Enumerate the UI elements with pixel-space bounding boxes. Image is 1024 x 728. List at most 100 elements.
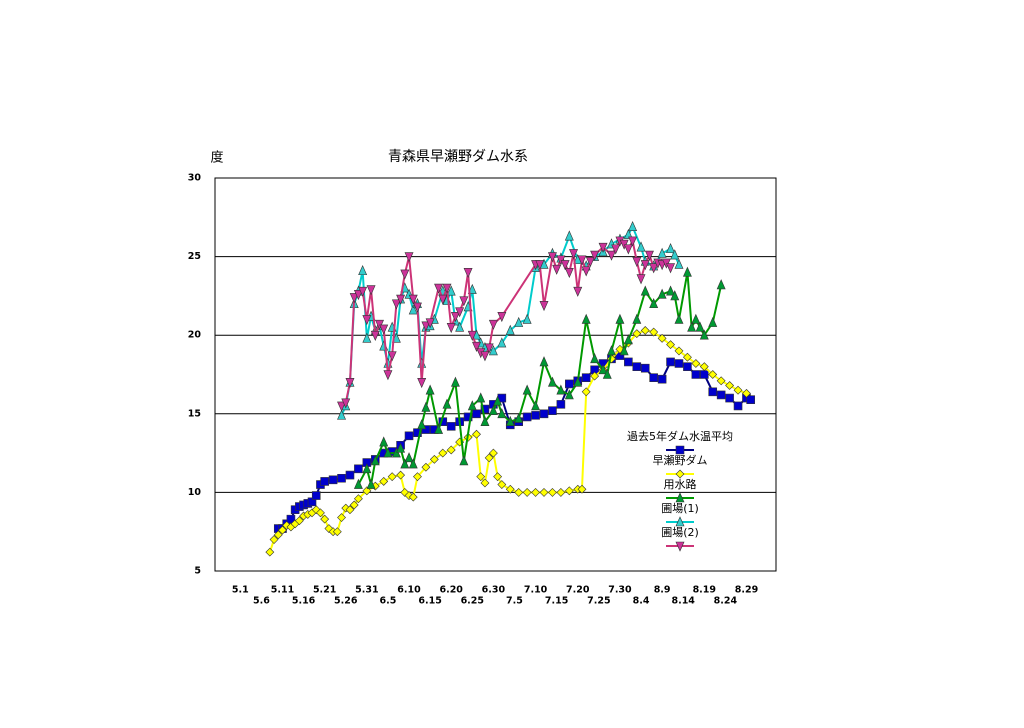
x-tick-label: 7.10: [524, 585, 548, 596]
marker: [514, 487, 524, 497]
marker: [564, 268, 574, 279]
marker: [611, 244, 621, 255]
marker: [434, 283, 444, 294]
marker: [396, 442, 406, 453]
marker: [345, 505, 355, 515]
x-tick-label: 5.1: [232, 585, 249, 596]
marker: [400, 269, 410, 280]
marker: [564, 389, 574, 400]
marker: [434, 423, 444, 434]
marker: [514, 412, 524, 423]
marker: [539, 356, 549, 367]
marker: [556, 487, 566, 497]
marker: [442, 398, 452, 409]
marker: [682, 352, 692, 362]
marker: [547, 376, 557, 387]
marker: [640, 326, 650, 335]
marker: [408, 492, 418, 502]
marker: [488, 319, 498, 330]
marker: [429, 454, 439, 464]
marker: [675, 469, 685, 479]
marker: [590, 250, 600, 261]
x-tick-label: 5.21: [313, 585, 336, 596]
marker: [640, 363, 650, 373]
marker: [446, 285, 456, 296]
marker: [675, 541, 685, 552]
marker: [716, 279, 726, 290]
marker: [670, 290, 680, 301]
marker: [708, 316, 718, 327]
marker: [640, 285, 650, 296]
marker: [446, 445, 456, 455]
x-tick-label: 5.31: [355, 585, 378, 596]
marker: [455, 307, 465, 318]
marker: [337, 513, 346, 522]
marker: [421, 321, 431, 332]
marker: [699, 370, 709, 379]
marker: [581, 373, 591, 382]
marker: [488, 448, 498, 458]
marker: [691, 313, 701, 324]
marker: [450, 376, 460, 387]
marker: [556, 384, 566, 395]
x-tick-label: 6.10: [397, 585, 421, 596]
marker: [438, 448, 448, 458]
marker: [598, 242, 608, 253]
marker: [708, 370, 718, 379]
marker: [467, 330, 477, 341]
marker: [446, 422, 456, 431]
marker: [345, 470, 355, 480]
marker: [564, 486, 574, 496]
marker: [514, 316, 524, 327]
marker: [682, 266, 692, 277]
marker: [636, 274, 646, 285]
marker: [278, 525, 287, 535]
marker: [497, 408, 507, 419]
marker: [413, 302, 422, 313]
marker: [400, 458, 410, 469]
x-tick-label: 6.15: [418, 596, 441, 607]
series-line: [340, 224, 680, 416]
marker: [362, 463, 372, 474]
x-tick-label: 8.14: [671, 596, 695, 607]
marker: [577, 255, 587, 266]
series-line: [357, 272, 723, 486]
marker: [674, 258, 684, 269]
marker: [569, 249, 578, 260]
marker: [657, 247, 667, 258]
marker: [472, 429, 481, 439]
marker: [666, 285, 676, 296]
marker: [733, 385, 743, 395]
marker: [413, 472, 422, 482]
marker: [623, 334, 633, 345]
y-tick-label: 25: [188, 251, 201, 262]
marker: [425, 318, 435, 329]
legend-label: 圃場(2): [661, 526, 699, 539]
marker: [421, 401, 431, 412]
marker: [362, 458, 372, 467]
marker: [708, 387, 718, 397]
marker: [615, 313, 625, 324]
marker: [442, 283, 452, 294]
marker: [354, 464, 363, 474]
y-axis-label: 度: [210, 150, 223, 166]
marker: [657, 288, 667, 299]
marker: [455, 321, 465, 332]
marker: [391, 299, 401, 310]
marker: [607, 250, 616, 261]
marker: [699, 329, 709, 340]
marker: [383, 370, 393, 381]
marker: [353, 478, 363, 489]
marker: [358, 265, 368, 276]
marker: [438, 294, 448, 305]
marker: [657, 374, 667, 384]
x-tick-label: 8.19: [693, 585, 716, 596]
marker: [522, 313, 532, 324]
x-tick-label: 8.4: [633, 596, 650, 607]
marker: [472, 341, 481, 352]
x-tick-label: 7.25: [587, 596, 610, 607]
marker: [632, 329, 642, 339]
marker: [349, 500, 359, 510]
x-tick-label: 5.6: [253, 596, 270, 607]
marker: [497, 480, 507, 489]
